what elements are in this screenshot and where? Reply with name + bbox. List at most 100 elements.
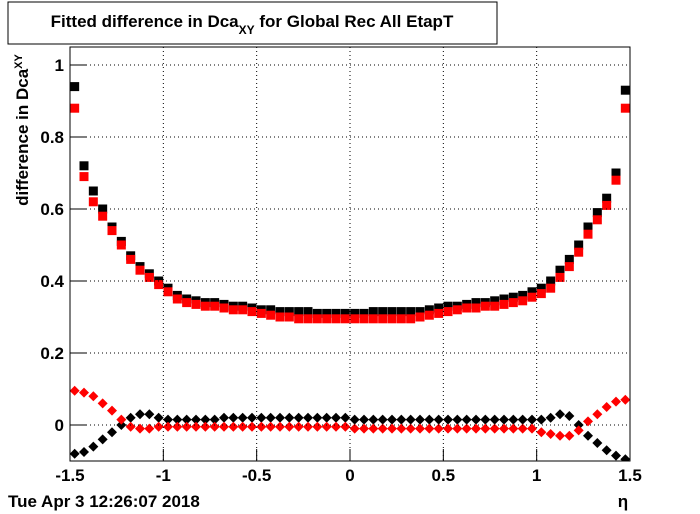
point bbox=[294, 314, 304, 324]
point bbox=[508, 423, 519, 434]
point bbox=[517, 414, 528, 425]
point bbox=[611, 175, 621, 185]
point bbox=[555, 272, 565, 282]
point bbox=[303, 421, 313, 432]
point bbox=[592, 438, 603, 448]
point bbox=[490, 301, 500, 311]
point bbox=[172, 414, 183, 425]
y-tick-label: 0 bbox=[55, 416, 64, 435]
point bbox=[182, 298, 192, 308]
point bbox=[415, 414, 425, 425]
point bbox=[163, 414, 173, 425]
point bbox=[210, 301, 220, 311]
point bbox=[424, 310, 434, 320]
point bbox=[620, 394, 630, 405]
point bbox=[107, 226, 117, 236]
point bbox=[79, 172, 89, 182]
point bbox=[293, 412, 304, 423]
point bbox=[461, 414, 472, 425]
point bbox=[406, 314, 416, 324]
point bbox=[471, 414, 481, 425]
point bbox=[462, 303, 472, 313]
point bbox=[247, 412, 257, 423]
point bbox=[424, 305, 434, 315]
point bbox=[620, 103, 630, 113]
point bbox=[480, 414, 491, 425]
point bbox=[527, 414, 537, 425]
point bbox=[331, 412, 341, 423]
point bbox=[265, 412, 276, 423]
point bbox=[545, 412, 556, 423]
point bbox=[406, 307, 416, 317]
point bbox=[200, 414, 211, 425]
point bbox=[536, 427, 547, 438]
point bbox=[508, 298, 518, 308]
point bbox=[359, 314, 369, 324]
point bbox=[602, 193, 612, 203]
y-tick-label: 0.8 bbox=[40, 128, 64, 147]
point bbox=[163, 421, 173, 432]
point bbox=[387, 423, 397, 434]
title-part: Fitted difference in Dca bbox=[51, 12, 240, 31]
point bbox=[266, 310, 276, 320]
point bbox=[592, 208, 602, 218]
point bbox=[490, 296, 500, 306]
point bbox=[144, 272, 154, 282]
point bbox=[153, 412, 164, 423]
point bbox=[555, 409, 565, 420]
point bbox=[209, 421, 220, 432]
point bbox=[564, 254, 574, 264]
point bbox=[200, 421, 211, 432]
point bbox=[284, 312, 294, 322]
point bbox=[359, 423, 369, 434]
point bbox=[602, 200, 612, 210]
point bbox=[620, 85, 630, 95]
point bbox=[237, 412, 248, 423]
point bbox=[471, 303, 481, 313]
point bbox=[191, 414, 201, 425]
point bbox=[368, 414, 379, 425]
point bbox=[536, 414, 547, 425]
point bbox=[275, 312, 285, 322]
point bbox=[396, 423, 407, 434]
timestamp: Tue Apr 3 12:26:07 2018 bbox=[8, 492, 200, 511]
point bbox=[592, 409, 603, 420]
point bbox=[527, 287, 537, 297]
point bbox=[620, 454, 630, 461]
point bbox=[70, 82, 80, 92]
point bbox=[564, 262, 574, 272]
y-tick-label: 0.4 bbox=[40, 272, 64, 291]
point bbox=[144, 409, 155, 420]
x-axis-label: η bbox=[618, 492, 628, 511]
point bbox=[331, 314, 341, 324]
point bbox=[228, 305, 238, 315]
point bbox=[153, 421, 164, 432]
point bbox=[340, 412, 351, 423]
point bbox=[70, 103, 80, 113]
point bbox=[70, 385, 80, 396]
point bbox=[312, 308, 322, 318]
point bbox=[265, 421, 276, 432]
y-tick-label: 1 bbox=[55, 56, 64, 75]
point bbox=[107, 405, 117, 416]
point bbox=[443, 414, 453, 425]
point bbox=[434, 308, 444, 318]
point bbox=[555, 430, 565, 441]
point bbox=[499, 299, 509, 309]
point bbox=[573, 425, 584, 436]
point bbox=[135, 423, 145, 434]
point bbox=[88, 197, 98, 207]
point bbox=[489, 414, 500, 425]
y-label-part: difference in Dca bbox=[13, 68, 32, 206]
point bbox=[303, 314, 313, 324]
point bbox=[480, 423, 491, 434]
point bbox=[517, 423, 528, 434]
point bbox=[527, 292, 537, 302]
title-part: for Global Rec All EtapT bbox=[255, 12, 454, 31]
point bbox=[154, 280, 164, 290]
point bbox=[434, 303, 444, 313]
point bbox=[377, 414, 388, 425]
point bbox=[518, 296, 528, 306]
point bbox=[405, 423, 416, 434]
